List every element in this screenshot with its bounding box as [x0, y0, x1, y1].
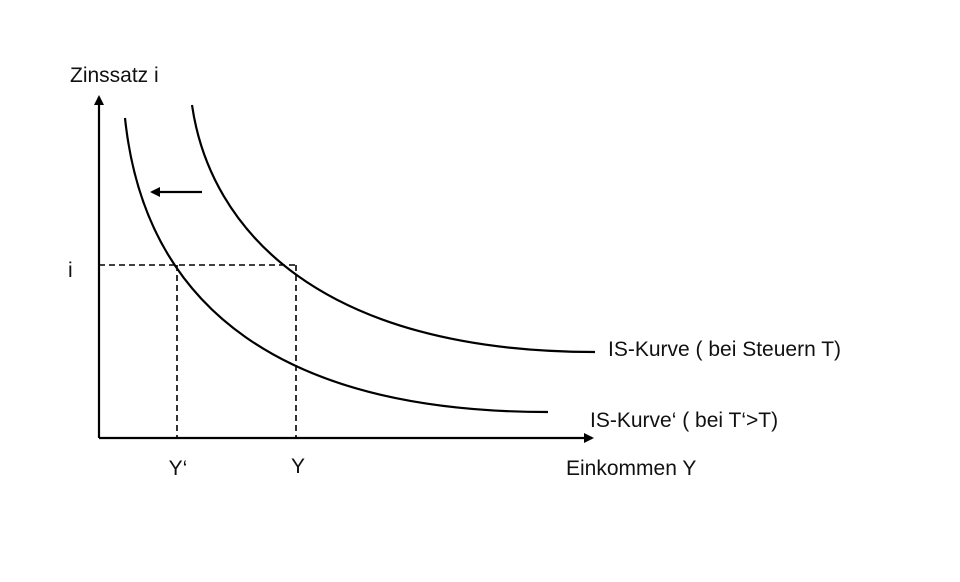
is-curve-shifted — [123, 117, 549, 414]
y-label: Y — [291, 455, 305, 478]
i-label: i — [68, 259, 73, 282]
is-curve — [190, 104, 596, 354]
x-axis-label: Einkommen Y — [566, 457, 696, 480]
y-prime-label: Y‘ — [169, 457, 188, 480]
curve-label: IS-Kurve ( bei Steuern T) — [608, 338, 841, 361]
curve-label: IS-Kurve‘ ( bei T‘>T) — [590, 409, 778, 432]
y-axis-label: Zinssatz i — [70, 64, 159, 87]
